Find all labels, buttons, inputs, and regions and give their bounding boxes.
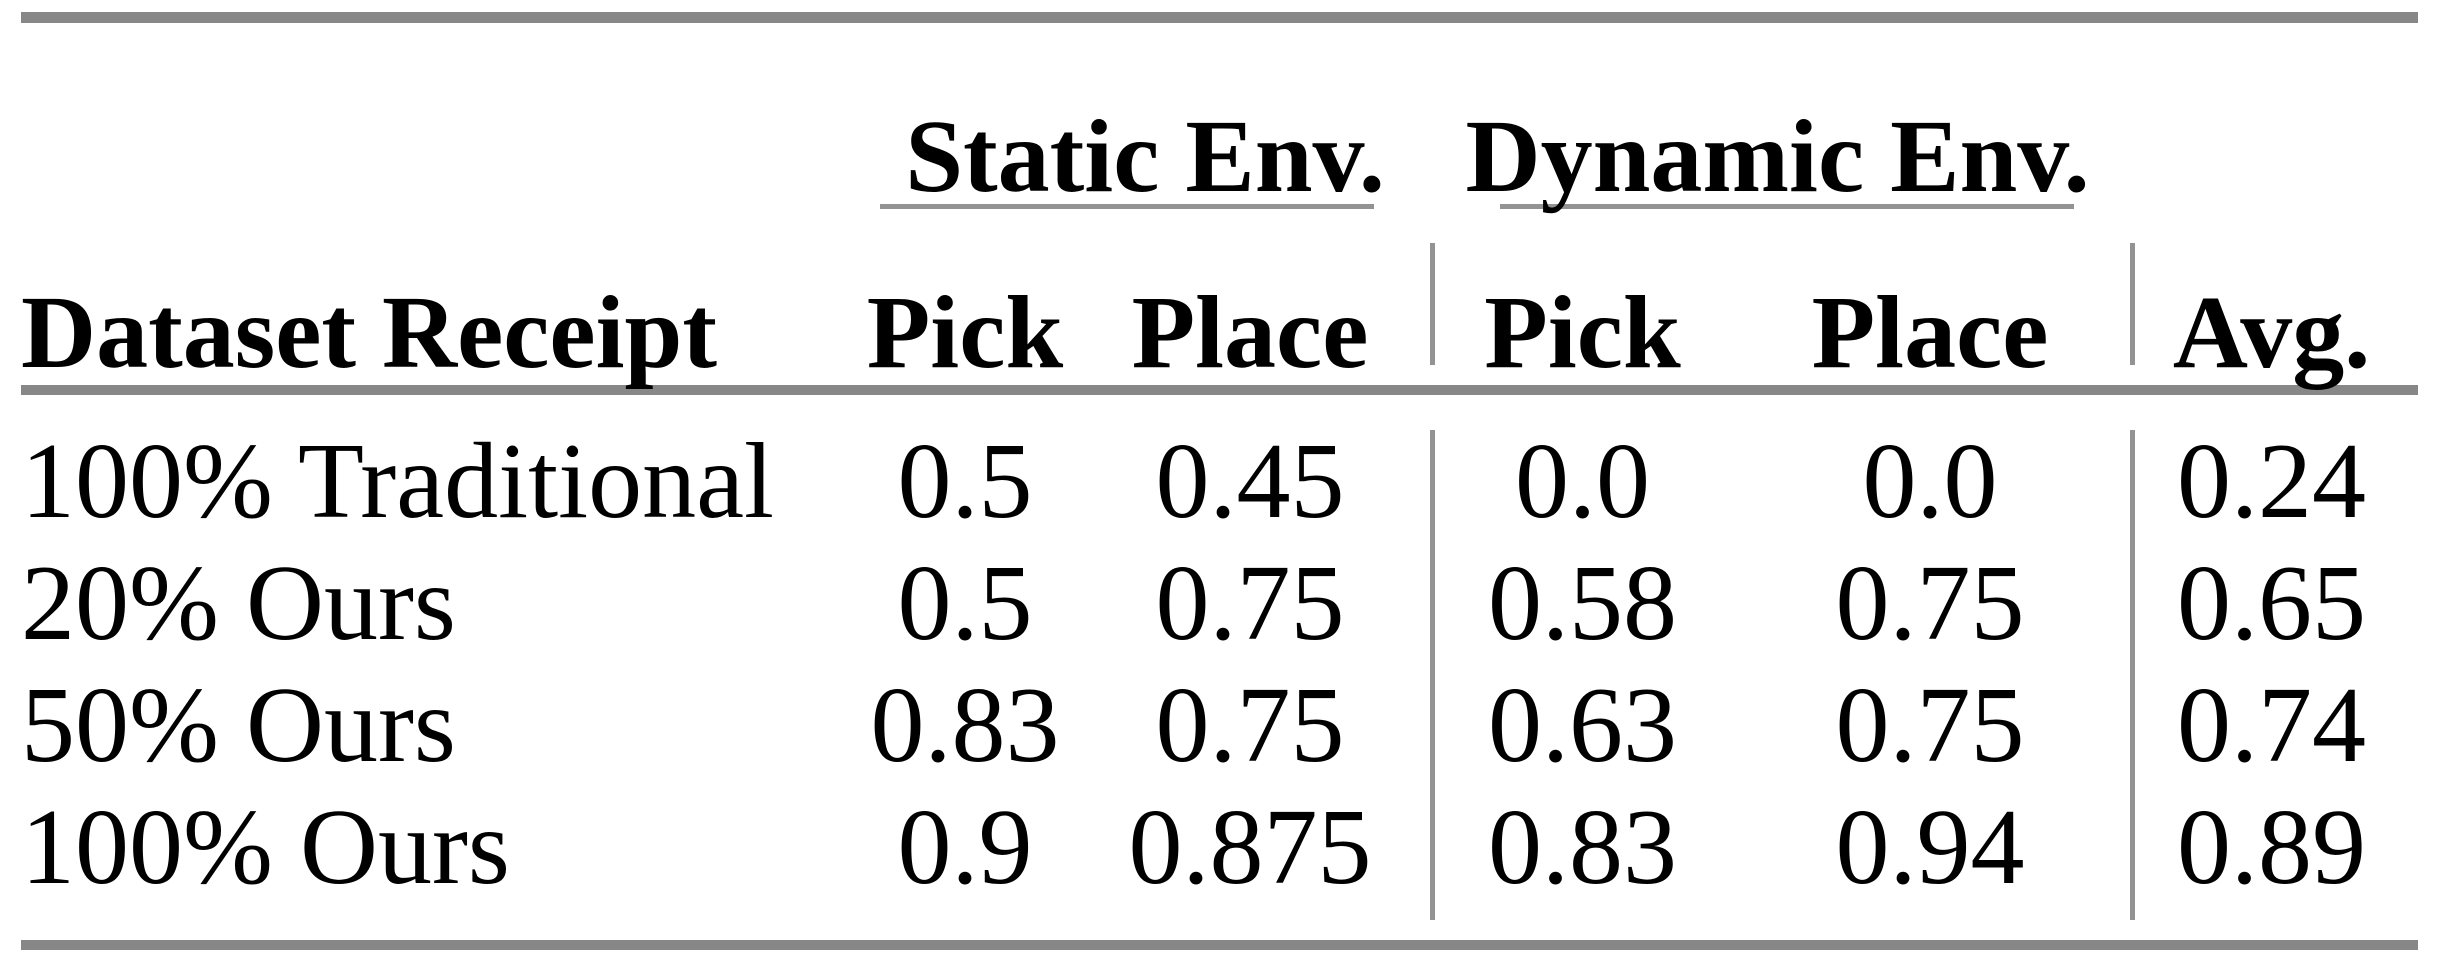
vertical-rule-2-body [2130, 430, 2135, 920]
cell-dynamic-place: 0.0 [1862, 422, 1998, 541]
cell-static-place: 0.875 [1128, 788, 1372, 907]
cell-dynamic-place: 0.94 [1835, 788, 2025, 907]
row-label: 100% Traditional [21, 422, 775, 541]
cell-dynamic-pick: 0.63 [1488, 666, 1678, 785]
static-env-cmidrule [880, 204, 1374, 209]
column-header-static-place: Place [1131, 275, 1369, 390]
cell-dynamic-pick: 0.58 [1488, 544, 1678, 663]
row-label: 20% Ours [21, 544, 456, 663]
group-header-dynamic-env: Dynamic Env. [1465, 99, 2090, 214]
cell-static-place: 0.45 [1155, 422, 1345, 541]
table-row: 20% Ours 0.5 0.75 0.58 0.75 0.65 [21, 536, 2418, 658]
cell-avg: 0.89 [2177, 788, 2367, 907]
mid-rule [21, 385, 2418, 395]
table-row: 50% Ours 0.83 0.75 0.63 0.75 0.74 [21, 658, 2418, 780]
cell-avg: 0.65 [2177, 544, 2367, 663]
dynamic-env-cmidrule [1500, 204, 2074, 209]
group-header-row: Static Env. Dynamic Env. [21, 23, 2418, 209]
cell-static-place: 0.75 [1155, 666, 1345, 785]
cell-dynamic-place: 0.75 [1835, 666, 2025, 785]
column-header-static-pick: Pick [866, 275, 1064, 390]
column-header-row: Dataset Receipt Pick Place Pick Place Av… [21, 209, 2418, 385]
cell-static-place: 0.75 [1155, 544, 1345, 663]
cell-dynamic-pick: 0.0 [1515, 422, 1651, 541]
group-header-avg-spacer [2125, 23, 2418, 209]
top-rule [21, 12, 2418, 23]
cell-dynamic-pick: 0.83 [1488, 788, 1678, 907]
results-table: Static Env. Dynamic Env. Dataset Receipt… [21, 23, 2418, 902]
cell-static-pick: 0.5 [897, 544, 1033, 663]
cell-dynamic-place: 0.75 [1835, 544, 2025, 663]
cell-static-pick: 0.9 [897, 788, 1033, 907]
bottom-rule [21, 940, 2418, 950]
row-label: 100% Ours [21, 788, 510, 907]
table-row: 100% Traditional 0.5 0.45 0.0 0.0 0.24 [21, 385, 2418, 536]
column-header-dynamic-place: Place [1811, 275, 2049, 390]
column-header-dataset-receipt: Dataset Receipt [21, 275, 717, 390]
group-header-static-env: Static Env. [905, 99, 1385, 214]
column-header-dynamic-pick: Pick [1484, 275, 1681, 390]
cell-static-pick: 0.5 [897, 422, 1033, 541]
cell-avg: 0.24 [2177, 422, 2367, 541]
cell-static-pick: 0.83 [870, 666, 1060, 785]
row-label: 50% Ours [21, 666, 456, 785]
cell-avg: 0.74 [2177, 666, 2367, 785]
group-header-spacer [21, 23, 860, 209]
vertical-rule-2-header [2130, 243, 2135, 365]
column-header-avg: Avg. [2172, 275, 2371, 390]
vertical-rule-1-header [1430, 243, 1435, 365]
table-row: 100% Ours 0.9 0.875 0.83 0.94 0.89 [21, 780, 2418, 902]
vertical-rule-1-body [1430, 430, 1435, 920]
